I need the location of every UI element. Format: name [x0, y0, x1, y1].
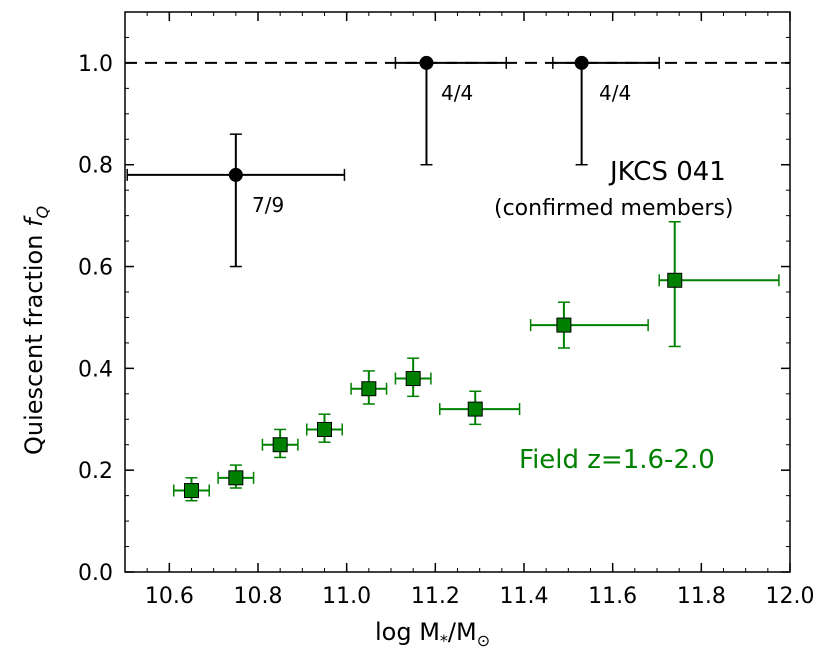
point-label-4-4-b: 4/4 — [599, 81, 631, 105]
x-axis-title: log M*/M⊙ — [375, 618, 490, 650]
x-tick-label: 11.0 — [322, 584, 371, 609]
x-tick-label: 11.2 — [411, 584, 460, 609]
series-jkcs041 — [126, 55, 660, 268]
field-point — [228, 470, 244, 486]
field-point — [184, 483, 199, 499]
y-tick-label: 0.0 — [78, 561, 113, 586]
x-title-main: log M — [375, 618, 440, 646]
x-title-mid: /M — [448, 618, 477, 646]
y-tick-label: 0.2 — [78, 459, 113, 484]
annotation-confirmed-members: (confirmed members) — [494, 196, 734, 221]
x-tick-label: 11.6 — [588, 584, 637, 609]
cluster-point — [228, 167, 243, 182]
field-point — [317, 421, 332, 437]
x-title-sub2: ⊙ — [477, 631, 490, 650]
y-tick-label: 1.0 — [78, 52, 113, 77]
x-tick-label: 12.0 — [766, 584, 815, 609]
point-label-4-4-a: 4/4 — [441, 81, 473, 105]
y-tick-label: 0.4 — [78, 357, 113, 382]
annotation-field: Field z=1.6-2.0 — [519, 445, 715, 475]
field-point — [361, 381, 377, 397]
field-point — [467, 401, 483, 417]
y-ticks: 0.0 0.2 0.4 0.6 0.8 1.0 — [78, 11, 790, 586]
y-title-sub: Q — [33, 206, 52, 219]
point-label-7-9: 7/9 — [252, 193, 284, 217]
x-ticks: 10.6 10.8 11.0 11.2 11.4 11.6 11.8 12.0 — [124, 12, 815, 609]
y-tick-label: 0.8 — [78, 154, 113, 179]
annotation-jkcs041: JKCS 041 — [608, 157, 726, 187]
y-tick-label: 0.6 — [78, 256, 113, 281]
y-title-main: Quiescent fraction — [20, 227, 48, 455]
y-axis-title: Quiescent fraction fQ — [20, 206, 52, 455]
x-tick-label: 10.8 — [234, 584, 283, 609]
field-point — [556, 317, 572, 333]
field-point — [405, 371, 421, 387]
field-point — [667, 272, 683, 288]
field-point — [272, 437, 288, 453]
x-tick-label: 10.6 — [145, 584, 194, 609]
x-tick-label: 11.4 — [500, 584, 549, 609]
cluster-point — [419, 55, 434, 70]
x-tick-label: 11.8 — [677, 584, 726, 609]
series-field — [173, 220, 780, 502]
cluster-point — [574, 55, 589, 70]
x-title-sub1: * — [440, 631, 448, 650]
